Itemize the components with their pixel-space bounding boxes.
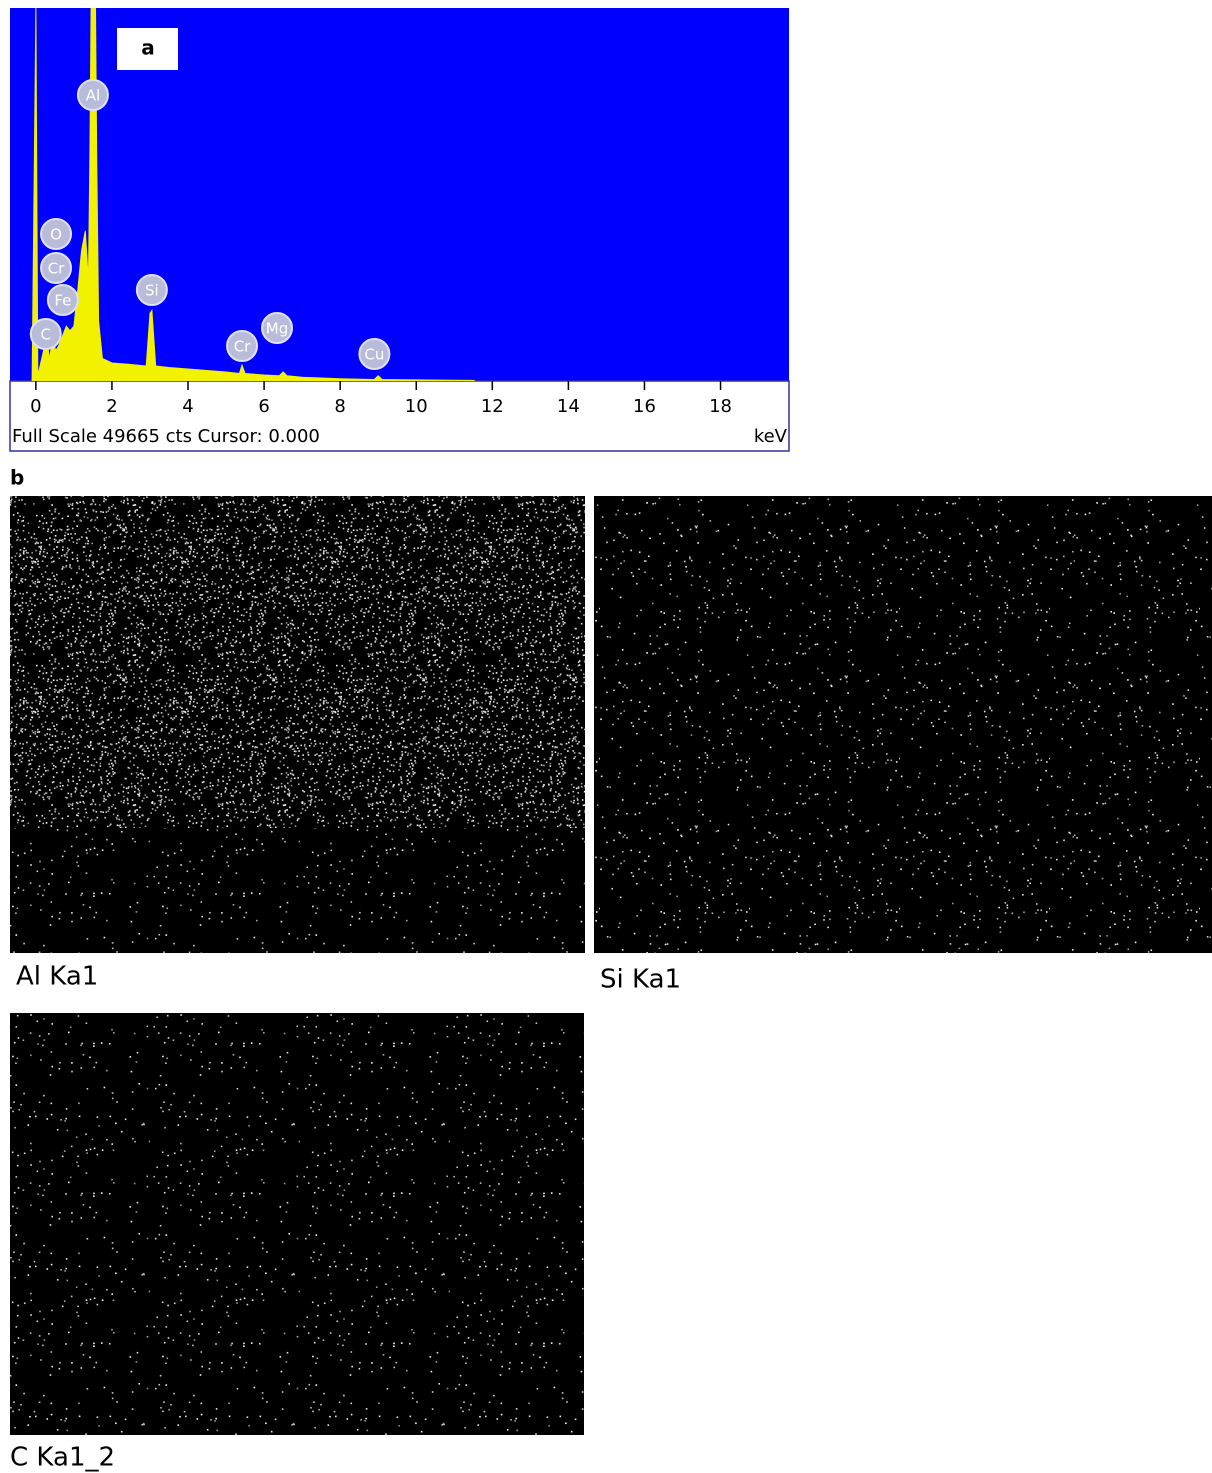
x-tick-label: 12 [481, 396, 504, 417]
x-tick-label: 2 [106, 396, 117, 417]
peak-label: Cr [234, 338, 251, 356]
peak-label: Fe [54, 292, 71, 310]
map-image [594, 496, 1212, 953]
peak-badge [261, 312, 294, 344]
map-label: Al Ka1 [16, 962, 98, 992]
peak-badge [40, 218, 73, 250]
peak-badge [29, 318, 62, 350]
peak-badge [40, 252, 73, 284]
x-tick-label: 14 [557, 396, 580, 417]
x-tick-label: 0 [30, 396, 41, 417]
peak-label: Cr [48, 260, 65, 278]
peak-label: Cu [364, 346, 384, 364]
x-tick-label: 4 [182, 396, 193, 417]
map-image [10, 496, 585, 828]
x-tick-label: 16 [633, 396, 656, 417]
maps [10, 496, 1212, 1435]
peak-label: Mg [266, 320, 288, 338]
peak-badge [135, 274, 168, 306]
peak-badge [76, 79, 109, 111]
x-tick-label: 18 [709, 396, 732, 417]
peak-badge [226, 330, 259, 362]
panel-label: a [141, 36, 155, 60]
peak-badge [46, 284, 79, 316]
x-tick-label: 10 [405, 396, 428, 417]
map-label: C Ka1_2 [10, 1443, 115, 1473]
panel-label-box [117, 28, 178, 70]
map-image [10, 828, 585, 953]
footer: Full Scale 49665 cts Cursor: 0.000 [12, 426, 320, 447]
peak-label: C [41, 326, 51, 344]
x-tick-label: 6 [258, 396, 269, 417]
peak-label: Si [145, 282, 159, 300]
spectrum [31, 8, 476, 381]
panel-label: b [10, 466, 24, 490]
x-unit: keV [754, 426, 788, 447]
peak-badge [358, 338, 391, 370]
map-label: Si Ka1 [600, 965, 681, 995]
axis-band [9, 380, 790, 452]
peak-label: Al [86, 87, 100, 105]
plot-background [10, 8, 789, 381]
peak-label: O [50, 226, 62, 244]
x-tick-label: 8 [334, 396, 345, 417]
spectrum-area [31, 8, 476, 381]
map-image [10, 1013, 584, 1435]
